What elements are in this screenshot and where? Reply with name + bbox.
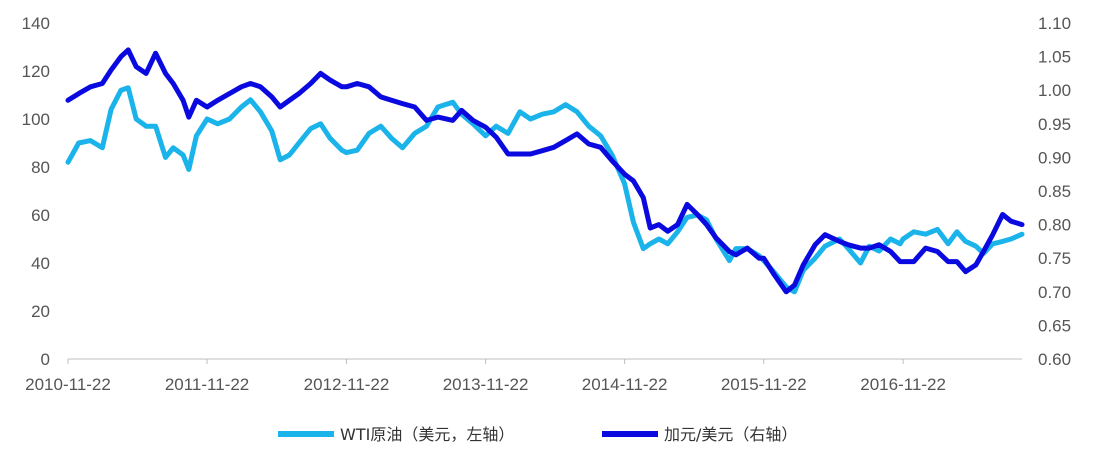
x-tick-label: 2015-11-22 [721, 375, 807, 394]
right-y-tick-label: 0.70 [1038, 283, 1071, 302]
right-y-tick-label: 0.80 [1038, 216, 1071, 235]
wti-oil-series-line [65, 85, 1025, 295]
left-y-tick-label: 60 [31, 206, 50, 225]
legend: WTI原油（美元，左轴） 加元/美元（右轴） [278, 425, 797, 444]
cad-usd-series-line [65, 47, 1025, 295]
left-y-tick-label: 20 [31, 302, 50, 321]
right-y-tick-label: 0.65 [1038, 316, 1071, 335]
legend-cad-usd-label: 加元/美元（右轴） [664, 425, 797, 444]
left-y-tick-label: 80 [31, 158, 50, 177]
legend-wti-label: WTI原油（美元，左轴） [340, 425, 514, 444]
left-y-tick-label: 40 [31, 254, 50, 273]
right-y-tick-label: 1.10 [1038, 14, 1071, 33]
left-y-axis: 0 20 40 60 80 100 120 140 [22, 14, 50, 369]
right-y-tick-label: 1.00 [1038, 81, 1071, 100]
left-y-tick-label: 0 [41, 350, 50, 369]
left-y-tick-label: 120 [22, 62, 50, 81]
x-tick-label: 2016-11-22 [860, 375, 946, 394]
right-y-tick-label: 1.05 [1038, 48, 1071, 67]
x-tick-label: 2012-11-22 [304, 375, 390, 394]
x-tick-label: 2011-11-22 [165, 375, 249, 394]
right-y-tick-label: 0.95 [1038, 115, 1071, 134]
right-y-tick-label: 0.90 [1038, 148, 1071, 167]
right-y-tick-label: 0.85 [1038, 182, 1071, 201]
x-tick-label: 2014-11-22 [582, 375, 668, 394]
right-y-tick-label: 0.75 [1038, 249, 1071, 268]
left-y-tick-label: 100 [22, 110, 50, 129]
right-y-axis: 0.60 0.65 0.70 0.75 0.80 0.85 0.90 0.95 1.00 1.05… [1038, 14, 1071, 369]
right-y-tick-label: 0.60 [1038, 350, 1071, 369]
x-tick-label: 2013-11-22 [443, 375, 529, 394]
left-y-tick-label: 140 [22, 14, 50, 33]
series-lines [65, 47, 1025, 295]
x-axis: 2010-11-22 2011-11-22 2012-11-22 2013-11-22… [25, 359, 946, 394]
x-tick-label: 2010-11-22 [25, 375, 111, 394]
